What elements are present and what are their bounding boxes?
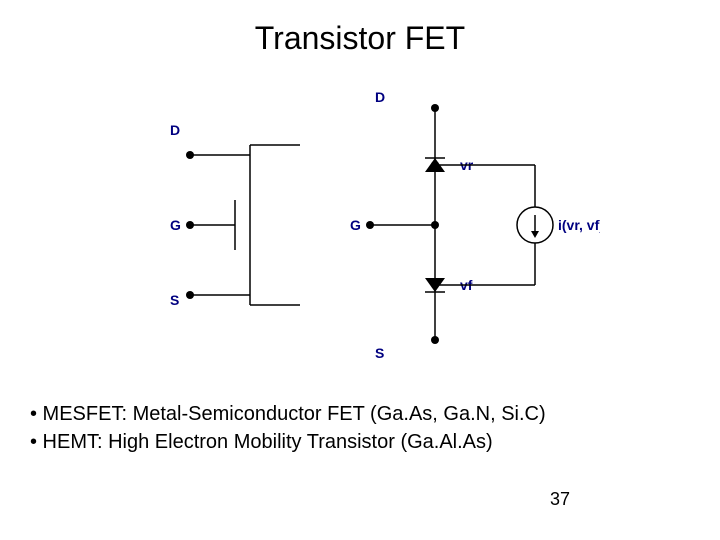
slide-title: Transistor FET <box>0 20 720 57</box>
svg-text:G: G <box>170 217 181 233</box>
svg-text:D: D <box>170 122 180 138</box>
svg-text:D: D <box>375 90 385 105</box>
fet-diagram: DGSDSGvrvfi(vr, vf) <box>140 90 600 370</box>
svg-text:G: G <box>350 217 361 233</box>
svg-text:S: S <box>375 345 384 361</box>
bullet-hemt: • HEMT: High Electron Mobility Transisto… <box>30 428 690 456</box>
page-number: 37 <box>550 489 570 510</box>
svg-text:i(vr, vf): i(vr, vf) <box>558 217 600 233</box>
bullet-list: • MESFET: Metal-Semiconductor FET (Ga.As… <box>30 400 690 456</box>
svg-text:S: S <box>170 292 179 308</box>
bullet-mesfet: • MESFET: Metal-Semiconductor FET (Ga.As… <box>30 400 690 428</box>
